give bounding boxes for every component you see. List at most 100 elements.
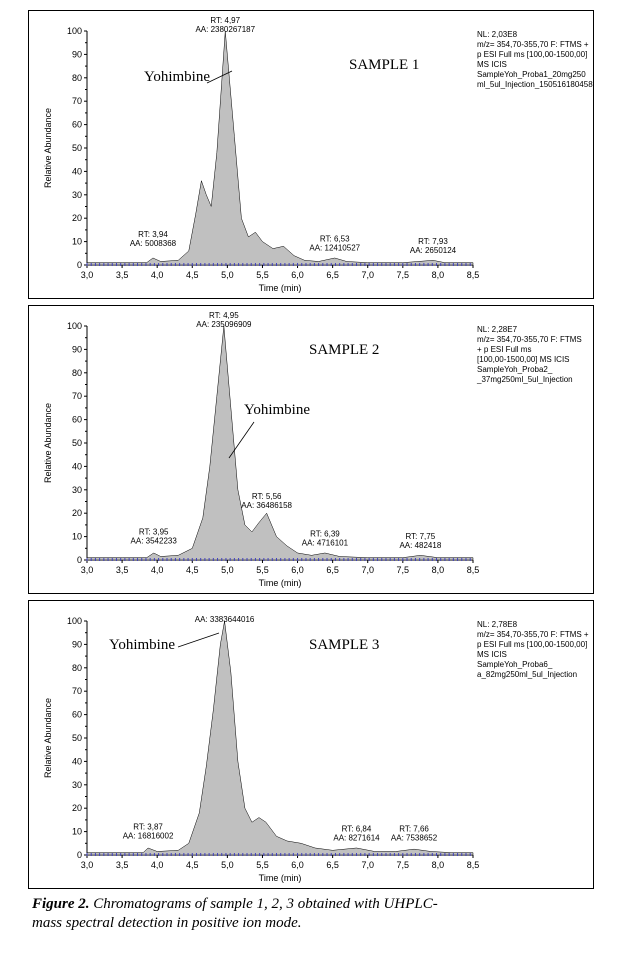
ms-info-line: m/z= 354,70-355,70 F: FTMS — [477, 335, 582, 344]
svg-text:50: 50 — [72, 143, 82, 153]
svg-text:AA: 16816002: AA: 16816002 — [123, 831, 174, 840]
chromatogram-svg: 01020304050607080901003,03,54,04,55,05,5… — [29, 601, 595, 890]
ms-info-line: a_82mg250ml_5ul_Injection — [477, 670, 577, 679]
svg-text:80: 80 — [72, 663, 82, 673]
svg-text:Time (min): Time (min) — [259, 283, 302, 293]
svg-text:3,0: 3,0 — [81, 860, 94, 870]
ms-info-line: ml_5ul_Injection_150516180458 — [477, 80, 593, 89]
svg-text:6,0: 6,0 — [291, 860, 304, 870]
svg-text:7,5: 7,5 — [397, 270, 410, 280]
svg-text:5,0: 5,0 — [221, 565, 234, 575]
svg-text:5,5: 5,5 — [256, 565, 269, 575]
svg-text:30: 30 — [72, 190, 82, 200]
svg-text:100: 100 — [67, 321, 82, 331]
svg-text:AA: 7538652: AA: 7538652 — [391, 834, 438, 843]
svg-text:50: 50 — [72, 733, 82, 743]
svg-text:40: 40 — [72, 166, 82, 176]
svg-text:RT: 6,39: RT: 6,39 — [310, 530, 340, 539]
svg-text:5,0: 5,0 — [221, 860, 234, 870]
chromatogram-svg: 01020304050607080901003,03,54,04,55,05,5… — [29, 306, 595, 595]
svg-text:20: 20 — [72, 213, 82, 223]
ms-info-line: m/z= 354,70-355,70 F: FTMS + — [477, 40, 589, 49]
chromatogram-panel: 01020304050607080901003,03,54,04,55,05,5… — [28, 305, 594, 594]
ms-info-line: MS ICIS — [477, 60, 507, 69]
sample-label: SAMPLE 2 — [309, 342, 379, 358]
svg-text:4,0: 4,0 — [151, 565, 164, 575]
svg-text:Time (min): Time (min) — [259, 578, 302, 588]
chromatogram-panel: 01020304050607080901003,03,54,04,55,05,5… — [28, 10, 594, 299]
compound-label: Yohimbine — [144, 69, 210, 85]
svg-text:AA: 3383644016: AA: 3383644016 — [195, 615, 255, 624]
figure-container: 01020304050607080901003,03,54,04,55,05,5… — [28, 10, 594, 933]
svg-text:0: 0 — [77, 260, 82, 270]
svg-text:80: 80 — [72, 73, 82, 83]
svg-text:0: 0 — [77, 555, 82, 565]
svg-text:5,0: 5,0 — [221, 270, 234, 280]
svg-text:RT: 7,75: RT: 7,75 — [406, 532, 436, 541]
svg-text:90: 90 — [72, 639, 82, 649]
svg-text:AA: 3542233: AA: 3542233 — [131, 536, 178, 545]
figure-caption: Figure 2. Chromatograms of sample 1, 2, … — [28, 895, 594, 933]
svg-text:7,5: 7,5 — [397, 565, 410, 575]
svg-text:AA: 5008368: AA: 5008368 — [130, 239, 177, 248]
svg-text:RT: 3,87: RT: 3,87 — [133, 822, 163, 831]
svg-text:30: 30 — [72, 780, 82, 790]
ms-info-line: p ESI Full ms [100,00-1500,00] — [477, 50, 587, 59]
svg-text:50: 50 — [72, 438, 82, 448]
svg-text:90: 90 — [72, 344, 82, 354]
svg-text:70: 70 — [72, 686, 82, 696]
svg-text:RT: 4,97: RT: 4,97 — [210, 16, 240, 25]
svg-text:3,0: 3,0 — [81, 270, 94, 280]
svg-text:3,0: 3,0 — [81, 565, 94, 575]
svg-text:8,0: 8,0 — [432, 860, 445, 870]
svg-text:3,5: 3,5 — [116, 270, 129, 280]
svg-text:AA: 2650124: AA: 2650124 — [410, 246, 457, 255]
svg-text:Relative Abundance: Relative Abundance — [43, 698, 53, 778]
ms-info-line: NL: 2,28E7 — [477, 325, 518, 334]
svg-text:AA: 8271614: AA: 8271614 — [333, 834, 380, 843]
svg-text:Time (min): Time (min) — [259, 873, 302, 883]
svg-text:6,5: 6,5 — [326, 565, 339, 575]
svg-text:RT: 5,56: RT: 5,56 — [252, 492, 282, 501]
svg-text:4,5: 4,5 — [186, 565, 199, 575]
ms-info-line: + p ESI Full ms — [477, 345, 531, 354]
svg-text:8,5: 8,5 — [467, 565, 480, 575]
svg-text:AA: 235096909: AA: 235096909 — [196, 320, 252, 329]
svg-text:Relative Abundance: Relative Abundance — [43, 403, 53, 483]
svg-text:6,5: 6,5 — [326, 270, 339, 280]
svg-text:8,5: 8,5 — [467, 270, 480, 280]
svg-text:RT: 3,94: RT: 3,94 — [138, 230, 168, 239]
sample-label: SAMPLE 1 — [349, 57, 419, 73]
svg-text:100: 100 — [67, 616, 82, 626]
svg-text:6,0: 6,0 — [291, 565, 304, 575]
chromatogram-peak-area — [87, 621, 473, 855]
svg-text:100: 100 — [67, 26, 82, 36]
svg-text:70: 70 — [72, 96, 82, 106]
svg-text:6,5: 6,5 — [326, 860, 339, 870]
svg-text:5,5: 5,5 — [256, 860, 269, 870]
svg-text:AA: 36486158: AA: 36486158 — [241, 501, 292, 510]
svg-text:RT: 6,53: RT: 6,53 — [320, 235, 350, 244]
ms-info-line: SampleYoh_Proba1_20mg250 — [477, 70, 586, 79]
svg-text:7,0: 7,0 — [361, 565, 374, 575]
svg-text:80: 80 — [72, 368, 82, 378]
svg-text:60: 60 — [72, 710, 82, 720]
chromatogram-peak-area — [87, 326, 473, 560]
caption-line2: mass spectral detection in positive ion … — [32, 915, 302, 931]
svg-text:70: 70 — [72, 391, 82, 401]
figure-label: Figure 2. — [32, 896, 90, 912]
svg-text:5,5: 5,5 — [256, 270, 269, 280]
sample-label: SAMPLE 3 — [309, 637, 379, 653]
svg-text:90: 90 — [72, 49, 82, 59]
ms-info-line: m/z= 354,70-355,70 F: FTMS + — [477, 630, 589, 639]
chromatogram-svg: 01020304050607080901003,03,54,04,55,05,5… — [29, 11, 595, 300]
svg-text:AA: 482418: AA: 482418 — [399, 541, 441, 550]
svg-text:8,5: 8,5 — [467, 860, 480, 870]
svg-text:60: 60 — [72, 120, 82, 130]
svg-text:60: 60 — [72, 415, 82, 425]
svg-text:40: 40 — [72, 756, 82, 766]
panels-host: 01020304050607080901003,03,54,04,55,05,5… — [28, 10, 594, 889]
svg-text:20: 20 — [72, 508, 82, 518]
svg-text:7,0: 7,0 — [361, 270, 374, 280]
ms-info-line: MS ICIS — [477, 650, 507, 659]
